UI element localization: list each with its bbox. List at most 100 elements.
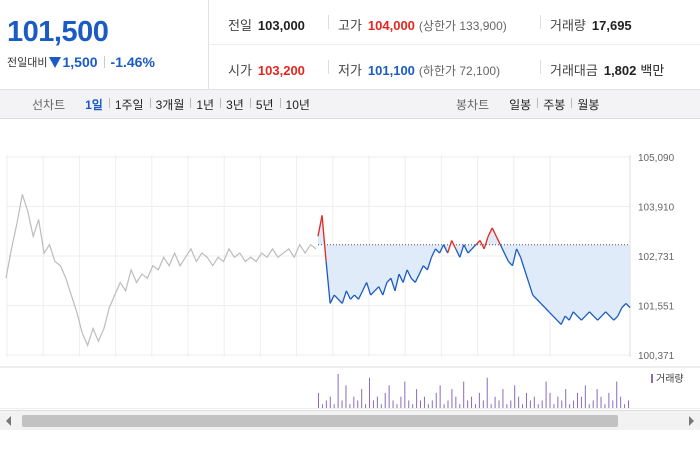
series-segment: [438, 244, 445, 254]
y-tick-label: 103,910: [638, 203, 675, 214]
candle-chart-tabs: 봉차트 일봉 주봉 월봉: [456, 90, 605, 119]
volume-bar: [502, 389, 504, 408]
scroll-left-icon[interactable]: [6, 416, 11, 426]
tab-10y[interactable]: 10년: [279, 96, 316, 113]
series-segment: [483, 236, 489, 250]
volume-bar: [584, 385, 586, 408]
price-chart[interactable]: 105,090 103,910 102,731 101,551 100,371 거래량: [0, 119, 700, 409]
volume-bar: [628, 400, 629, 408]
series-segment: [467, 248, 473, 254]
tab-1d[interactable]: 1일: [85, 98, 103, 112]
series-segment: [511, 248, 518, 266]
volume-bar: [592, 400, 594, 408]
volume-bar: [369, 377, 371, 408]
series-segment: [548, 311, 554, 317]
volume-bar: [400, 396, 402, 408]
series-segment: [593, 315, 599, 321]
volume-bar: [533, 396, 535, 408]
today-line: [317, 215, 631, 325]
series-segment: [386, 277, 392, 283]
volume-bars: [318, 374, 629, 408]
series-segment: [576, 315, 582, 321]
series-segment: [382, 282, 388, 296]
series-segment: [544, 307, 550, 313]
prev-day-line: [5, 194, 317, 348]
tab-daily[interactable]: 일봉: [509, 98, 532, 112]
tab-3m[interactable]: 3개월: [149, 96, 191, 113]
series-segment: [609, 315, 615, 321]
volume-bar: [416, 389, 418, 408]
y-axis: 105,090 103,910 102,731 101,551 100,371: [638, 153, 675, 362]
series-segment: [349, 294, 355, 300]
tab-1w[interactable]: 1주일: [108, 96, 150, 113]
series-segment: [503, 252, 510, 262]
series-segment: [402, 269, 408, 283]
series-segment: [589, 311, 595, 317]
y-tick-label: 102,731: [638, 252, 675, 263]
y-tick-label: 101,551: [638, 302, 675, 313]
series-segment: [597, 315, 603, 321]
volume-bar: [420, 400, 422, 408]
tab-monthly[interactable]: 월봉: [571, 96, 605, 113]
series-segment: [528, 282, 534, 296]
stat-value: 17,695: [591, 18, 632, 33]
price-box: 101,500 전일대비 1,500 -1.46%: [0, 0, 209, 90]
tab-1y[interactable]: 1년: [190, 96, 220, 113]
stat-value: 101,100: [367, 63, 415, 78]
volume-bar: [565, 389, 567, 408]
series-segment: [329, 294, 335, 304]
series-segment: [495, 236, 501, 245]
series-segment: [471, 244, 477, 250]
series-segment: [625, 302, 631, 309]
scroll-thumb[interactable]: [22, 415, 618, 427]
series-segment: [451, 240, 457, 250]
series-segment: [370, 290, 376, 296]
candle-chart-title: 봉차트: [456, 98, 490, 112]
price-change: 전일대비 1,500 -1.46%: [7, 54, 155, 70]
tab-5y[interactable]: 5년: [249, 96, 280, 113]
volume-bar: [576, 392, 578, 408]
volume-bar: [384, 392, 386, 408]
series-segment: [390, 278, 396, 292]
volume-bar: [604, 404, 606, 408]
stat-label: 저가: [338, 63, 362, 78]
volume-bar: [608, 392, 610, 408]
quote-header: 101,500 전일대비 1,500 -1.46% 전일 103,000 고가 …: [0, 0, 700, 90]
series-segment: [422, 265, 428, 271]
tab-3y[interactable]: 3년: [220, 96, 250, 113]
diff-value: 1,500: [62, 54, 98, 70]
series-segment: [617, 307, 623, 317]
series-segment: [479, 240, 485, 250]
legend-label: 거래량: [656, 373, 684, 385]
volume-bar: [325, 400, 327, 408]
tab-weekly[interactable]: 주봉: [537, 96, 571, 113]
series-segment: [475, 240, 481, 246]
volume-bar: [365, 404, 367, 408]
series-segment: [584, 311, 590, 317]
volume-bar: [482, 400, 484, 408]
stats-panel: 전일 103,000 고가 104,000 (상한가 133,900) 거래량 …: [210, 0, 700, 90]
series-segment: [455, 248, 461, 258]
chart-scrollbar[interactable]: [0, 410, 700, 430]
series-segment: [357, 290, 364, 300]
series-segment: [426, 257, 433, 271]
scroll-right-icon[interactable]: [689, 416, 694, 426]
volume-bar: [612, 400, 614, 408]
series-segment: [378, 286, 384, 296]
volume-bar: [439, 385, 441, 408]
series-segment: [463, 244, 469, 254]
volume-bar: [396, 404, 398, 408]
series-segment: [406, 269, 412, 279]
volume-bar: [321, 404, 323, 408]
volume-bar: [537, 404, 539, 408]
volume-bar: [553, 404, 555, 408]
stat-low: 저가 101,100 (하한가 72,100): [338, 60, 500, 79]
series-segment: [491, 227, 497, 237]
series-segment: [337, 298, 343, 304]
volume-bar: [616, 381, 618, 408]
divider: [540, 60, 541, 74]
series-segment: [560, 315, 566, 325]
volume-bar: [478, 392, 480, 408]
current-price: 101,500: [7, 16, 109, 48]
series-segment: [540, 302, 546, 309]
